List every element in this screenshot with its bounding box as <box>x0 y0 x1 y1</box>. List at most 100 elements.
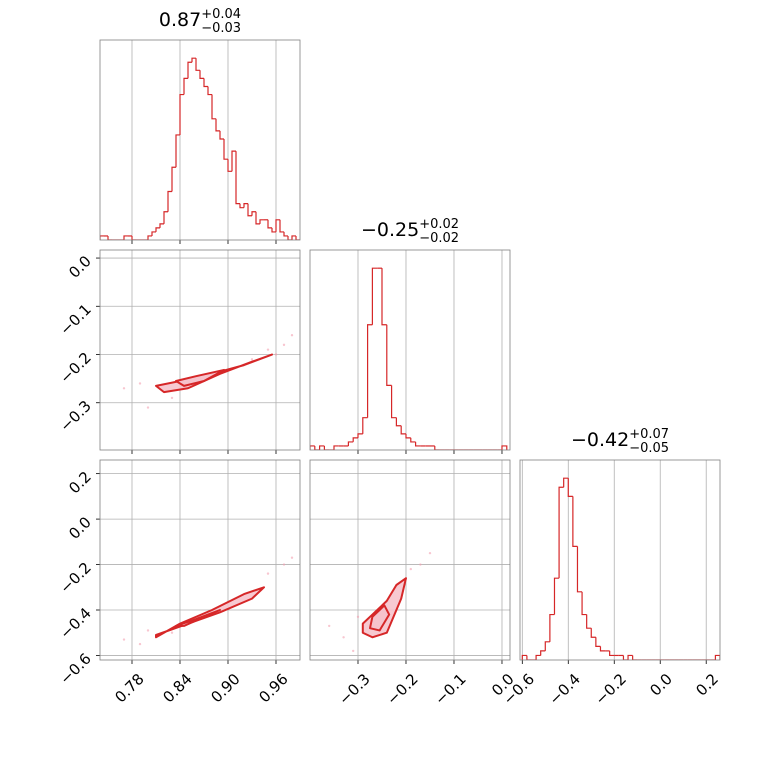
sample-point <box>170 631 174 634</box>
sample-point <box>138 642 142 646</box>
contour <box>175 368 225 387</box>
hist-step <box>501 445 508 450</box>
hist-step <box>434 445 440 450</box>
hist-step <box>171 166 176 192</box>
hist-step <box>207 86 212 96</box>
hist-step <box>239 203 244 209</box>
hist-step <box>159 223 164 228</box>
title-upper: +0.02 <box>419 217 459 232</box>
hist-step <box>540 650 546 656</box>
sample-point <box>146 629 150 632</box>
hist-step <box>405 433 411 439</box>
x-tick-label: −0.1 <box>431 670 469 708</box>
sample-point <box>428 551 432 555</box>
panel-frame <box>519 459 721 661</box>
hist-step <box>627 654 633 660</box>
hist-step <box>390 385 397 419</box>
hist-step <box>267 219 272 229</box>
y-tick-label: −0.3 <box>56 397 94 435</box>
hist-step <box>235 151 240 205</box>
hist-step <box>714 654 720 660</box>
panel <box>100 460 300 660</box>
hist-step <box>572 496 578 547</box>
hist-step <box>223 138 228 160</box>
hist-step <box>199 70 204 79</box>
hist-step <box>366 324 373 418</box>
panel <box>100 250 300 450</box>
hist-step <box>211 94 216 120</box>
x-tick-label: 0.2 <box>692 670 722 700</box>
hist-step <box>227 159 232 172</box>
hist-step <box>203 78 208 88</box>
hist-step <box>371 267 378 325</box>
hist-step <box>255 211 260 225</box>
sample-point <box>266 572 270 575</box>
panel <box>521 460 720 660</box>
hist-step <box>333 445 339 450</box>
panel <box>310 460 510 660</box>
hist-step <box>347 441 354 446</box>
hist-step <box>544 641 550 651</box>
hist-step <box>576 546 583 593</box>
sample-point <box>409 567 412 571</box>
hist-step <box>414 441 421 447</box>
sample-point <box>170 396 174 400</box>
hist-step <box>243 203 248 208</box>
x-tick-label: −0.2 <box>383 670 421 708</box>
sample-point <box>419 563 422 566</box>
y-tick-label: 0.0 <box>65 252 95 282</box>
hist-step <box>553 577 560 615</box>
hist-step <box>107 235 112 240</box>
title-value: −0.25 <box>361 219 419 241</box>
y-tick-label: −0.1 <box>56 300 94 338</box>
sample-point <box>250 358 254 361</box>
x-tick-label: −0.4 <box>546 670 584 708</box>
x-tick-label: −0.3 <box>335 670 373 708</box>
title-lower: −0.03 <box>201 21 241 36</box>
title-lower: −0.05 <box>629 441 669 456</box>
hist-step <box>179 93 184 135</box>
hist-step <box>147 235 152 240</box>
hist-step <box>187 61 192 79</box>
hist-step <box>175 134 180 168</box>
hist-step <box>590 628 596 638</box>
sample-point <box>146 406 150 409</box>
hist-step <box>183 77 188 95</box>
hist-step <box>323 445 330 450</box>
hist-step <box>535 654 541 660</box>
hist-step <box>563 477 569 488</box>
panel-frame <box>99 249 301 451</box>
hist-step <box>314 445 320 450</box>
sample-point <box>290 556 294 559</box>
x-tick-label: 0.84 <box>159 670 195 706</box>
hist-step <box>381 268 387 326</box>
sample-point <box>282 563 286 566</box>
hist-step <box>195 58 200 71</box>
hist-step <box>231 150 236 172</box>
hist-step <box>163 211 168 224</box>
hist-step <box>400 425 406 435</box>
hist-step <box>251 211 256 216</box>
sample-point <box>351 649 355 653</box>
panel-title: −0.25+0.02 −0.02 <box>361 217 459 246</box>
contour <box>368 604 391 632</box>
hist-step <box>352 437 358 442</box>
hist-step <box>526 655 532 660</box>
sample-point <box>356 615 360 619</box>
y-tick-label: −0.6 <box>56 650 94 688</box>
hist-step <box>318 445 325 450</box>
sample-point <box>282 343 286 347</box>
sample-point <box>138 382 142 385</box>
panel-frame <box>309 459 511 661</box>
title-upper: +0.07 <box>629 427 669 442</box>
y-tick-label: −0.4 <box>56 604 94 642</box>
sample-point <box>327 624 331 628</box>
hist-step <box>410 437 416 443</box>
hist-step <box>609 650 615 657</box>
hist-step <box>558 486 564 579</box>
hist-step <box>123 235 128 240</box>
sample-point <box>290 334 294 337</box>
hist-step <box>167 190 172 212</box>
panel <box>310 250 508 450</box>
